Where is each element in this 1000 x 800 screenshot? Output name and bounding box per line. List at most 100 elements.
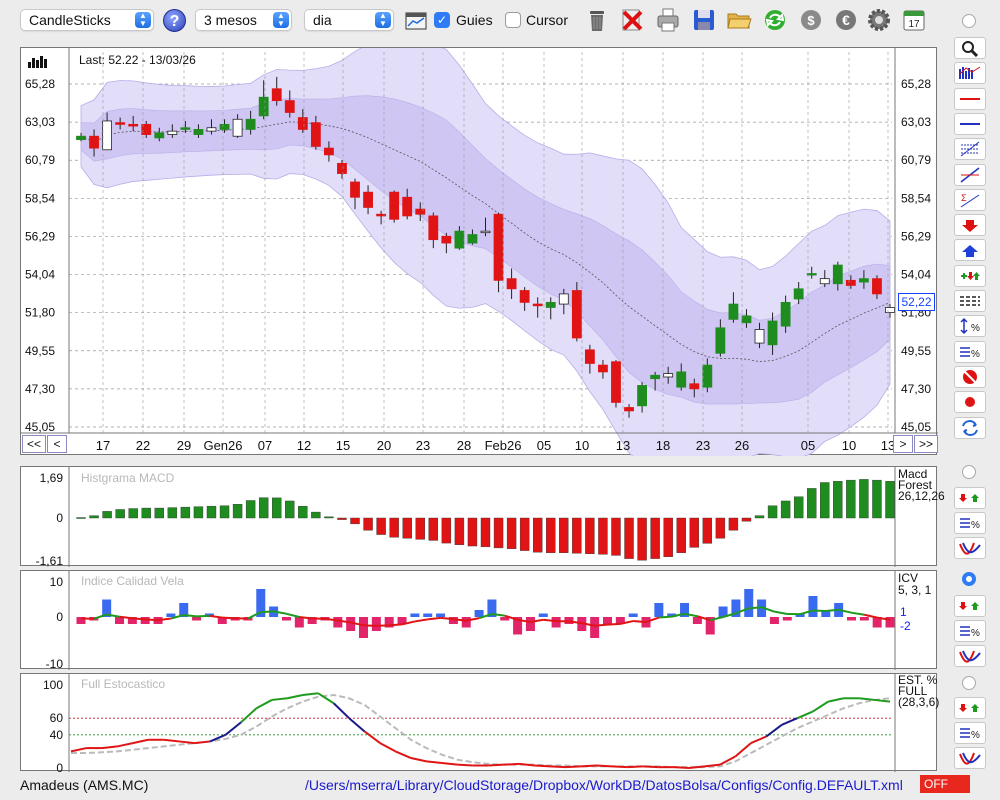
icv-bar	[487, 599, 497, 617]
curve-icon	[959, 542, 981, 555]
help-button[interactable]: ?	[163, 9, 186, 32]
y-tick-label: 63,03	[25, 115, 55, 129]
icv-signal-line	[427, 616, 441, 621]
stoch-k-line	[488, 763, 504, 767]
current-price-tag: 52,22	[898, 293, 935, 311]
refresh-icon	[765, 10, 785, 30]
candle-body	[754, 329, 765, 344]
svg-text:%: %	[971, 628, 980, 639]
icv-signal-line	[183, 614, 197, 618]
arrow-down-button[interactable]	[954, 214, 986, 237]
candle-body	[115, 122, 126, 125]
y-tick-label: 63,03	[901, 115, 931, 129]
horizontal-line-red-button[interactable]	[954, 87, 986, 110]
x-tick-label: 20	[377, 438, 391, 453]
settings-button[interactable]	[864, 5, 894, 35]
refresh-button[interactable]	[760, 5, 790, 35]
signal-arrows-button[interactable]	[954, 487, 986, 509]
open-folder-button[interactable]	[724, 5, 754, 35]
macd-panel-radio[interactable]	[962, 465, 976, 479]
icv-panel-radio[interactable]	[962, 572, 976, 586]
interval-select[interactable]: dia ▲ ▼	[304, 9, 394, 31]
horizontal-percent-button[interactable]: %	[954, 340, 986, 363]
stoch-k-line	[426, 760, 442, 765]
reload-data-button[interactable]: $	[796, 5, 826, 35]
macd-bar	[428, 517, 439, 541]
signal-arrows-button[interactable]	[954, 595, 986, 617]
chart-type-select[interactable]: CandleSticks ▲ ▼	[20, 9, 154, 31]
icv-panel[interactable]: 10 0 -10 Indice Calidad Vela ICV 5, 3, 1 1 …	[20, 570, 937, 670]
candle-body	[676, 371, 687, 388]
curve-button[interactable]	[954, 747, 986, 769]
indicator-chart-icon	[959, 66, 981, 80]
period-select[interactable]: 3 mesos ▲ ▼	[195, 9, 292, 31]
save-button[interactable]	[689, 5, 719, 35]
moving-average-line	[80, 121, 891, 363]
stochastic-panel[interactable]: 100 60 40 0 Full Estocastico EST. % FULL (28…	[20, 673, 939, 772]
add-signal-button[interactable]	[954, 264, 986, 287]
macd-bar	[689, 517, 699, 548]
candle-body	[350, 181, 360, 198]
scroll-last-button[interactable]: >>	[914, 435, 938, 453]
macd-bar	[193, 506, 204, 519]
icv-signal-line	[774, 610, 788, 615]
signal-arrows-button[interactable]	[954, 697, 986, 719]
zoom-button[interactable]	[954, 37, 986, 59]
trend-line-button[interactable]	[954, 163, 986, 186]
scroll-next-button[interactable]: >	[893, 435, 913, 453]
open-folder-icon	[727, 13, 752, 29]
horizontal-line-blue-button[interactable]	[954, 112, 986, 135]
guides-checkbox[interactable]: ✓	[434, 12, 450, 28]
price-chart-panel[interactable]: 65,28 65,28 63,03 63,03 60,79 60,79 58,54 58,54…	[20, 47, 938, 456]
candle-body	[624, 407, 634, 412]
stoch-k-line	[364, 730, 381, 744]
select-arrows-icon: ▲ ▼	[375, 12, 391, 28]
candle-body	[310, 122, 321, 147]
macd-bar	[572, 517, 582, 554]
scroll-first-button[interactable]: <<	[22, 435, 46, 453]
icv-signal-line	[145, 618, 159, 622]
icv-signal-line	[478, 613, 493, 620]
x-tick-label: 28	[457, 438, 471, 453]
calendar-button[interactable]: 17	[899, 5, 929, 35]
x-tick-label: 10	[575, 438, 589, 453]
trash-button[interactable]	[582, 5, 612, 35]
sigma-line-button[interactable]: Σ	[954, 188, 986, 211]
calendar-icon: 17	[903, 10, 925, 31]
arrow-up-button[interactable]	[954, 239, 986, 262]
config-path-link[interactable]: /Users/mserra/Library/CloudStorage/Dropb…	[305, 777, 903, 793]
print-icon	[657, 8, 679, 32]
indicator-chart-button[interactable]	[954, 62, 986, 85]
stop-button[interactable]	[954, 365, 986, 388]
icv-bar	[654, 603, 664, 617]
main-chart-radio[interactable]	[962, 14, 976, 28]
y-tick-label: 58,54	[25, 191, 55, 205]
sync-button[interactable]	[954, 416, 986, 439]
icv-signal-line	[286, 612, 300, 618]
level-percent-button[interactable]: %	[954, 512, 986, 534]
candle-body	[519, 290, 530, 303]
candle-body	[454, 230, 465, 249]
stoch-panel-radio[interactable]	[962, 676, 976, 690]
icv-signal-line	[170, 614, 184, 620]
record-button[interactable]	[954, 391, 986, 414]
fibonacci-button[interactable]	[954, 138, 986, 161]
macd-panel[interactable]: 1,69 0 -1,61 Histgrama MACD Macd Forest 26,…	[20, 466, 945, 567]
macd-bar	[206, 505, 217, 519]
currency-button[interactable]: €	[831, 5, 861, 35]
stoch-k-line	[163, 738, 180, 743]
delete-button[interactable]	[617, 5, 647, 35]
grid-lines-button[interactable]	[954, 290, 986, 312]
curve-button[interactable]	[954, 645, 986, 667]
icv-bar	[140, 617, 150, 624]
vertical-percent-button[interactable]: %	[954, 315, 986, 338]
stoch-k-line	[287, 693, 304, 700]
chart-grid-button[interactable]	[401, 6, 431, 36]
level-percent-button[interactable]: %	[954, 722, 986, 744]
scroll-prev-button[interactable]: <	[47, 435, 67, 453]
level-percent-button[interactable]: %	[954, 620, 986, 642]
status-badge[interactable]: OFF	[920, 775, 970, 793]
cursor-checkbox[interactable]	[505, 12, 521, 28]
curve-button[interactable]	[954, 537, 986, 559]
print-button[interactable]	[653, 5, 683, 35]
